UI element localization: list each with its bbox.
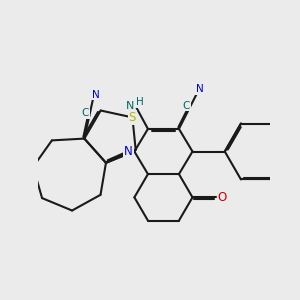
Text: O: O [218,191,227,204]
Text: N: N [196,84,204,94]
Text: H: H [136,97,143,107]
Text: C: C [82,108,89,118]
Text: N: N [92,90,100,100]
Text: N: N [126,100,134,111]
Text: N: N [124,145,133,158]
Text: S: S [129,111,136,124]
Text: C: C [182,100,190,111]
